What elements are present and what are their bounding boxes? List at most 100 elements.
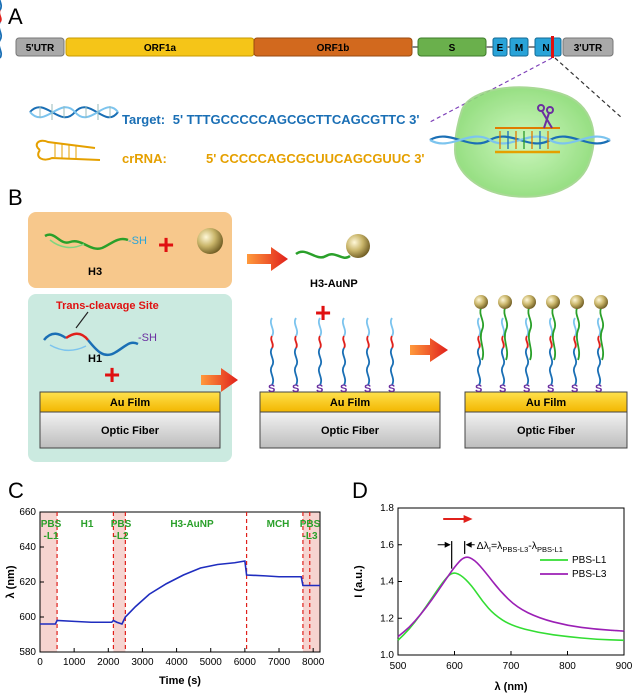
x-tick-label-5: 5000 <box>200 657 223 668</box>
h1-probe-cleavage-site-0 <box>270 335 274 349</box>
x-tick-label-8: 8000 <box>302 657 325 668</box>
au-nanoparticle-3 <box>546 295 560 309</box>
target-site-marker <box>551 36 554 58</box>
genome-label-n: N <box>542 43 549 54</box>
stage-label-2: H1 <box>81 519 94 530</box>
genome-label-e: E <box>497 43 504 54</box>
crrna-sequence: 5' CCCCCAGCGCUUCAGCGUUC 3' <box>206 151 425 166</box>
fiber-stack-1: Au Film Optic Fiber <box>39 391 221 449</box>
h1-strand-upper-0 <box>476 317 482 337</box>
au-nanoparticle-4 <box>570 295 584 309</box>
h1-strand-cleavage-site-3 <box>549 335 553 349</box>
panel-a-label: A <box>8 4 23 29</box>
thiol-s-label-2: S <box>523 383 530 395</box>
stage-shade-pbs-l3 <box>302 512 320 652</box>
y-tick-label-3: 640 <box>19 542 36 553</box>
x-tick-label-7: 7000 <box>268 657 291 668</box>
fiber-stack-2: Au Film Optic Fiber <box>259 391 441 449</box>
h1-strand-lower-3 <box>548 347 554 386</box>
segment-3utr <box>562 37 614 57</box>
h1-functionalized-surface <box>0 0 3 59</box>
chart-spectra: 500 600 700 800 900 1.0 1.2 1.4 1.6 1.8 λ (nm) I (a… <box>353 503 633 693</box>
h1-strand-lower-4 <box>572 347 578 386</box>
annotation-part-annotation_sub2: PBS-L3 <box>502 545 528 554</box>
h1-probe-lower-5 <box>389 347 395 386</box>
annotation-part-annotation_eq: =λ <box>491 540 503 552</box>
target-label: Target: <box>122 112 165 127</box>
h3-aunp-label: H3-AuNP <box>310 278 358 290</box>
y-tick-label-4: 660 <box>19 507 36 518</box>
x-tick-label-4: 900 <box>616 661 633 672</box>
au-film-label-1: Au Film <box>110 397 151 409</box>
optic-fiber-label-1: Optic Fiber <box>101 425 160 437</box>
spectrum-line-pbs-l3 <box>397 556 625 638</box>
h1-probe-lower-2 <box>317 347 323 386</box>
genome-label-3utr: 3'UTR <box>574 43 603 54</box>
cas12a-complex-illustration <box>429 86 611 198</box>
h1-probe-upper-2 <box>317 317 323 337</box>
plus-sign-2: + <box>315 297 331 328</box>
h3-strand-4 <box>575 307 581 361</box>
thiol-s-label-5: S <box>388 383 395 395</box>
au-nanoparticle-2 <box>346 234 370 258</box>
x-tick-label-0: 500 <box>390 661 407 672</box>
h1-strand-lower-1 <box>500 347 506 386</box>
scissors-icon <box>537 104 554 129</box>
crrna-label: crRNA: <box>122 151 167 166</box>
annotation-part-annotation_sub3: PBS-L1 <box>537 545 563 554</box>
y-tick-label-2: 1.4 <box>380 577 394 588</box>
stage-label-3: PBS <box>111 519 132 530</box>
h1-probe-lower-3 <box>341 347 347 386</box>
h1-strand-upper-3 <box>548 317 554 337</box>
h1-strand-cleavage-site-4 <box>573 335 577 349</box>
zoom-line-right <box>554 57 623 119</box>
thiol-s-label-4: S <box>364 383 371 395</box>
genome-label-5utr: 5'UTR <box>26 43 55 54</box>
x-tick-label-6: 6000 <box>234 657 257 668</box>
h1-probe-lower-1 <box>293 347 299 386</box>
thiol-s-label-1: S <box>499 383 506 395</box>
h3-strand-3 <box>551 307 557 361</box>
x-tick-label-4: 4000 <box>165 657 188 668</box>
wavelength-trace-line <box>40 560 320 625</box>
y-tick-label-3: 1.6 <box>380 540 394 551</box>
stage-label-5: H3-AuNP <box>170 519 214 530</box>
annotation-part-annotation_sub: I <box>489 545 491 554</box>
arrow-2 <box>201 368 238 392</box>
thiol-s-label-0: S <box>475 383 482 395</box>
legend-label-1: PBS-L3 <box>572 569 607 580</box>
crrna-hairpin-icon <box>35 139 101 161</box>
y-axis-label: λ (nm) <box>5 565 17 598</box>
shift-arrowhead-left <box>444 541 451 548</box>
au-film-label-2: Au Film <box>330 397 371 409</box>
x-tick-label-2: 700 <box>503 661 520 672</box>
h3-strand-1 <box>503 307 509 361</box>
plot-frame <box>39 511 321 653</box>
thiol-s-label-1: S <box>292 383 299 395</box>
au-film-label-3: Au Film <box>526 397 567 409</box>
dna-helix-icon <box>29 104 119 120</box>
h1-probe-cleavage-site-3 <box>342 335 346 349</box>
legend-label-0: PBS-L1 <box>572 555 607 566</box>
h1-probe-upper-4 <box>365 317 371 337</box>
spectrum-line-pbs-l1 <box>397 572 625 642</box>
thiol-s-label-2: S <box>316 383 323 395</box>
h1-probe-cleavage-site-1 <box>294 335 298 349</box>
segment-n <box>534 37 562 57</box>
panel-c-label: C <box>8 478 24 503</box>
h3-aunp-strand <box>295 250 351 259</box>
h3-strand-0 <box>479 307 485 361</box>
genome-label-s: S <box>449 43 456 54</box>
x-tick-label-1: 1000 <box>63 657 86 668</box>
sh-label-h3: -SH <box>128 235 147 247</box>
y-tick-label-0: 580 <box>19 647 36 658</box>
y-tick-label-4: 1.8 <box>380 503 394 514</box>
h1-strand-cleavage-site-5 <box>597 335 601 349</box>
optic-fiber-label-3: Optic Fiber <box>517 425 576 437</box>
h1-strand-cleavage-site-1 <box>501 335 505 349</box>
plus-sign-3: + <box>104 359 120 390</box>
genome-label-m: M <box>515 43 523 54</box>
h1-probe-upper-3 <box>341 317 347 337</box>
